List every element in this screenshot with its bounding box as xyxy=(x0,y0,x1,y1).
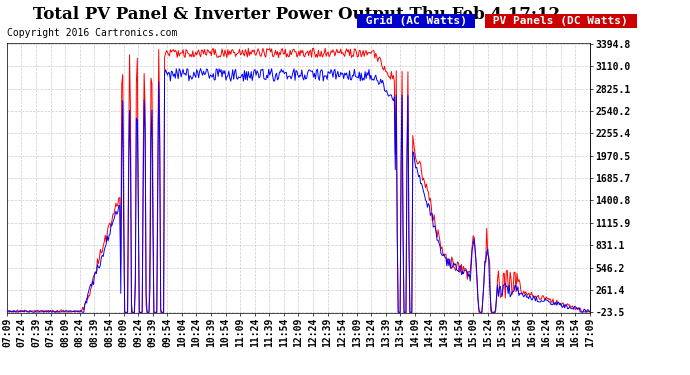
Text: Grid (AC Watts): Grid (AC Watts) xyxy=(359,16,473,26)
Text: Total PV Panel & Inverter Power Output Thu Feb 4 17:12: Total PV Panel & Inverter Power Output T… xyxy=(33,6,560,22)
Text: PV Panels (DC Watts): PV Panels (DC Watts) xyxy=(486,16,635,26)
Text: Copyright 2016 Cartronics.com: Copyright 2016 Cartronics.com xyxy=(7,28,177,38)
